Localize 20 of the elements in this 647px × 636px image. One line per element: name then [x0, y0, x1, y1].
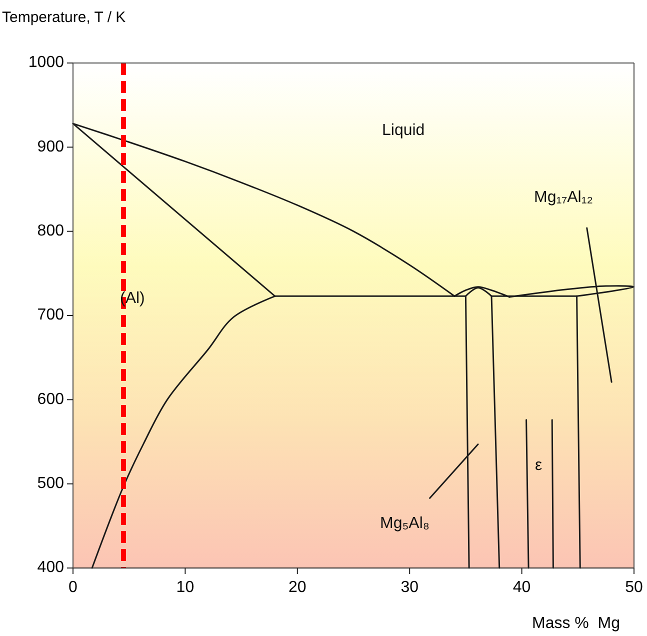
annotation: ε [535, 457, 542, 474]
x-tick-label: 20 [288, 579, 306, 596]
x-tick-label: 40 [512, 579, 531, 596]
x-tick-label: 0 [68, 579, 78, 596]
y-tick-label: 400 [37, 559, 64, 576]
y-tick-label: 1000 [28, 54, 64, 72]
annotation: Mg₅Al₈ [380, 515, 430, 532]
annotation: Liquid [382, 122, 425, 140]
y-tick-label: 600 [37, 390, 64, 408]
y-axis-title: Temperature, T / K [2, 9, 126, 26]
y-tick-label: 700 [37, 306, 64, 324]
x-tick-label: 10 [176, 579, 194, 596]
y-tick-label: 500 [37, 475, 64, 492]
x-axis-title: Mass % Mg [532, 615, 620, 632]
y-tick-label: 900 [37, 138, 64, 156]
annotation: Mg₁₇Al₁₂ [534, 189, 593, 206]
annotation: (Al) [120, 290, 145, 308]
x-tick-label: 30 [400, 579, 419, 596]
x-tick-label: 50 [625, 579, 643, 596]
y-tick-label: 800 [37, 222, 64, 240]
